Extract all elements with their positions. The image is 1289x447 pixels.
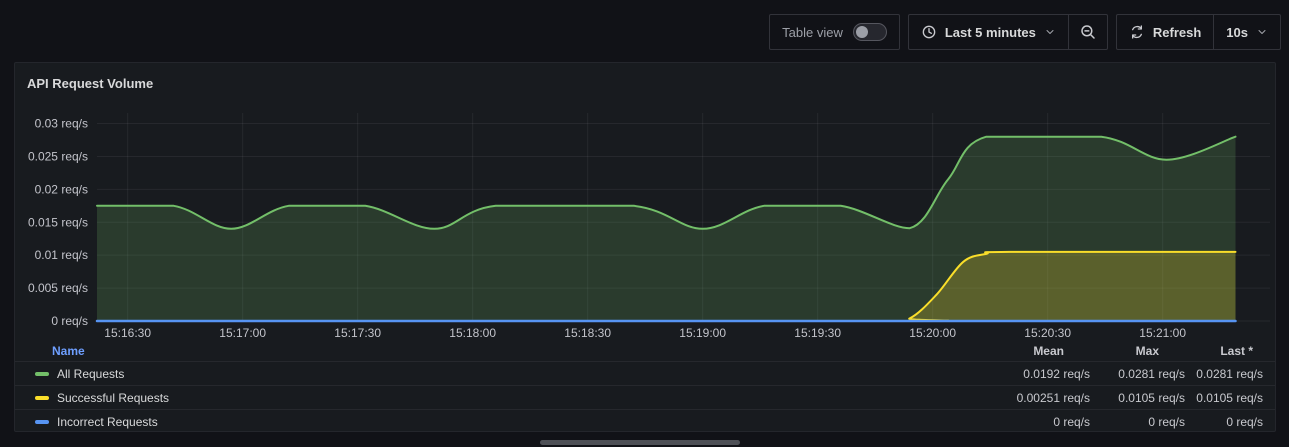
x-axis-tick-label: 15:20:00	[909, 326, 956, 340]
legend-series-name[interactable]: All Requests	[57, 366, 125, 381]
series-color-swatch	[35, 419, 49, 424]
clock-icon	[922, 25, 936, 39]
time-series-chart[interactable]: 0 req/s 0.005 req/s 0.01 req/s 0.015 req/s 0…	[15, 103, 1275, 343]
panel-title: API Request Volume	[27, 75, 154, 91]
x-axis-tick-label: 15:18:30	[564, 326, 611, 340]
refresh-label: Refresh	[1152, 24, 1202, 40]
legend-last-value: 0.0105 req/s	[1196, 390, 1263, 405]
y-axis-tick-label: 0.015 req/s	[28, 215, 88, 229]
x-axis-tick-label: 15:19:30	[794, 326, 841, 340]
toggle-knob	[855, 26, 868, 38]
y-axis-tick-label: 0.03 req/s	[35, 117, 88, 131]
y-axis-tick-label: 0.005 req/s	[28, 281, 88, 295]
legend-last-value: 0 req/s	[1226, 414, 1263, 429]
series-fill-successful-requests	[97, 251, 1236, 321]
series-color-swatch	[35, 395, 49, 400]
legend-header-name[interactable]: Name	[52, 344, 85, 358]
legend-last-value: 0.0281 req/s	[1196, 366, 1263, 381]
dashboard-toolbar: Table view Last 5 minutes	[769, 14, 1281, 50]
time-range-label: Last 5 minutes	[944, 24, 1036, 40]
legend-header-mean[interactable]: Mean	[1033, 344, 1064, 358]
refresh-interval-value: 10s	[1226, 24, 1248, 40]
time-controls-group: Last 5 minutes	[907, 14, 1108, 50]
zoom-out-button[interactable]	[1067, 15, 1107, 49]
x-axis-tick-label: 15:19:00	[679, 326, 726, 340]
time-range-picker-button[interactable]: Last 5 minutes	[909, 15, 1068, 49]
panel-header[interactable]: API Request Volume	[15, 63, 1275, 103]
magnifier-minus-icon	[1081, 25, 1095, 39]
table-view-label: Table view	[782, 24, 843, 40]
panel-api-request-volume: API Request Volume 0 req/s 0.005 req/s 0.0…	[14, 62, 1276, 432]
chevron-down-icon	[1258, 30, 1266, 34]
chart-canvas[interactable]: 0 req/s 0.005 req/s 0.01 req/s 0.015 req/s 0…	[15, 103, 1275, 343]
legend-series-name[interactable]: Incorrect Requests	[57, 414, 158, 429]
series-line-all-requests	[96, 135, 1237, 230]
legend-mean-value: 0.00251 req/s	[1016, 390, 1090, 405]
legend-header-max[interactable]: Max	[1135, 344, 1159, 358]
legend-row-incorrect-requests: Incorrect Requests 0 req/s 0 req/s 0 req…	[15, 409, 1275, 433]
y-axis-tick-label: 0.02 req/s	[35, 182, 88, 196]
x-axis-tick-label: 15:18:00	[449, 326, 496, 340]
y-axis-tick-label: 0.01 req/s	[35, 248, 88, 262]
legend-max-value: 0.0281 req/s	[1118, 366, 1185, 381]
table-view-toggle[interactable]	[852, 23, 887, 41]
chevron-down-icon	[1046, 30, 1054, 34]
legend-row-all-requests: All Requests 0.0192 req/s 0.0281 req/s 0…	[15, 361, 1275, 385]
legend-header-row: Name Mean Max Last *	[15, 341, 1275, 361]
x-axis-tick-label: 15:21:00	[1139, 326, 1186, 340]
table-view-control[interactable]: Table view	[769, 14, 900, 50]
legend-mean-value: 0 req/s	[1053, 414, 1090, 429]
legend-table: Name Mean Max Last * All Requests 0.0192…	[15, 341, 1275, 433]
series-color-swatch	[35, 371, 49, 376]
legend-header-last[interactable]: Last *	[1220, 344, 1253, 358]
refresh-button[interactable]: Refresh	[1117, 15, 1213, 49]
sync-arrows-icon	[1131, 25, 1142, 39]
refresh-interval-dropdown[interactable]: 10s	[1213, 15, 1280, 49]
legend-series-name[interactable]: Successful Requests	[57, 390, 170, 405]
horizontal-scrollbar-thumb[interactable]	[540, 440, 740, 445]
legend-row-successful-requests: Successful Requests 0.00251 req/s 0.0105…	[15, 385, 1275, 409]
legend-max-value: 0 req/s	[1148, 414, 1185, 429]
x-axis-tick-label: 15:17:30	[334, 326, 381, 340]
x-axis-tick-label: 15:17:00	[219, 326, 266, 340]
x-axis-tick-label: 15:20:30	[1024, 326, 1071, 340]
legend-mean-value: 0.0192 req/s	[1023, 366, 1090, 381]
y-axis-tick-label: 0.025 req/s	[28, 149, 88, 163]
x-axis-tick-label: 15:16:30	[104, 326, 151, 340]
y-axis-tick-label: 0 req/s	[51, 314, 88, 328]
refresh-controls-group: Refresh 10s	[1115, 14, 1281, 50]
legend-max-value: 0.0105 req/s	[1118, 390, 1185, 405]
